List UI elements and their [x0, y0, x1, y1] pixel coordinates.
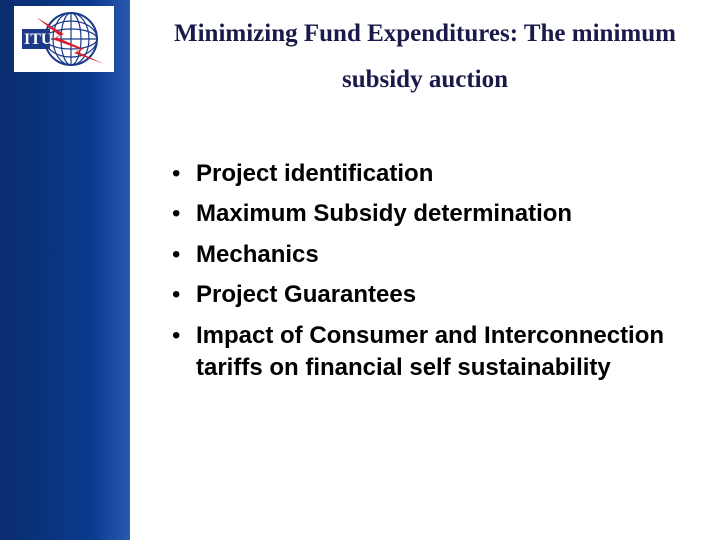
list-item: • Maximum Subsidy determination — [172, 198, 690, 230]
slide-title: Minimizing Fund Expenditures: The minimu… — [130, 0, 720, 100]
itu-logo-svg: ITU — [16, 9, 112, 69]
title-line-1: Minimizing Fund Expenditures: The minimu… — [150, 14, 700, 54]
bullet-text: Maximum Subsidy determination — [190, 198, 572, 230]
bullet-marker: • — [172, 239, 190, 271]
bullet-text: Project Guarantees — [190, 279, 416, 311]
list-item: • Project identification — [172, 158, 690, 190]
bullet-text: Impact of Consumer and Interconnection t… — [190, 320, 690, 385]
itu-logo: ITU — [14, 6, 114, 72]
svg-text:ITU: ITU — [24, 31, 53, 48]
sidebar: ITU — [0, 0, 130, 540]
content-area: Minimizing Fund Expenditures: The minimu… — [130, 0, 720, 540]
list-item: • Project Guarantees — [172, 279, 690, 311]
bullet-marker: • — [172, 279, 190, 311]
list-item: • Mechanics — [172, 239, 690, 271]
bullet-text: Project identification — [190, 158, 433, 190]
bullet-text: Mechanics — [190, 239, 319, 271]
title-line-2: subsidy auction — [150, 60, 700, 100]
bullet-list: • Project identification • Maximum Subsi… — [130, 158, 720, 384]
bullet-marker: • — [172, 320, 190, 352]
list-item: • Impact of Consumer and Interconnection… — [172, 320, 690, 385]
bullet-marker: • — [172, 198, 190, 230]
bullet-marker: • — [172, 158, 190, 190]
